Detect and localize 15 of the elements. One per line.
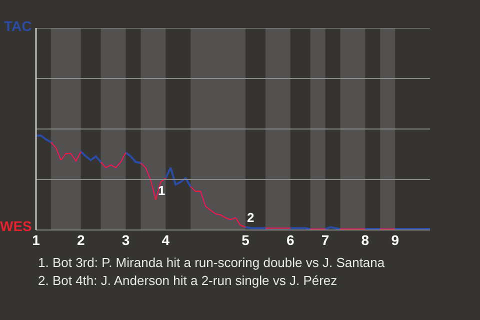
text: TAC: [4, 18, 32, 34]
text: 2. Bot 4th: J. Anderson hit a 2-run single vs J. Pérez: [38, 273, 338, 288]
x-tick-label: 3: [122, 232, 130, 248]
x-tick-label: 9: [391, 232, 400, 248]
text: WES: [0, 218, 32, 234]
x-tick-label: 1: [32, 232, 40, 248]
x-tick-label: 4: [162, 232, 170, 248]
text: 1. Bot 3rd: P. Miranda hit a run-scoring double vs J. Santana: [38, 255, 386, 270]
annotation: 1: [158, 183, 166, 198]
x-tick-label: 2: [76, 232, 85, 248]
annotation: 2: [247, 210, 254, 225]
x-tick-label: 8: [361, 232, 370, 248]
x-tick-label: 6: [286, 232, 294, 248]
x-tick-label: 7: [321, 232, 330, 248]
x-tick-label: 5: [242, 232, 250, 248]
